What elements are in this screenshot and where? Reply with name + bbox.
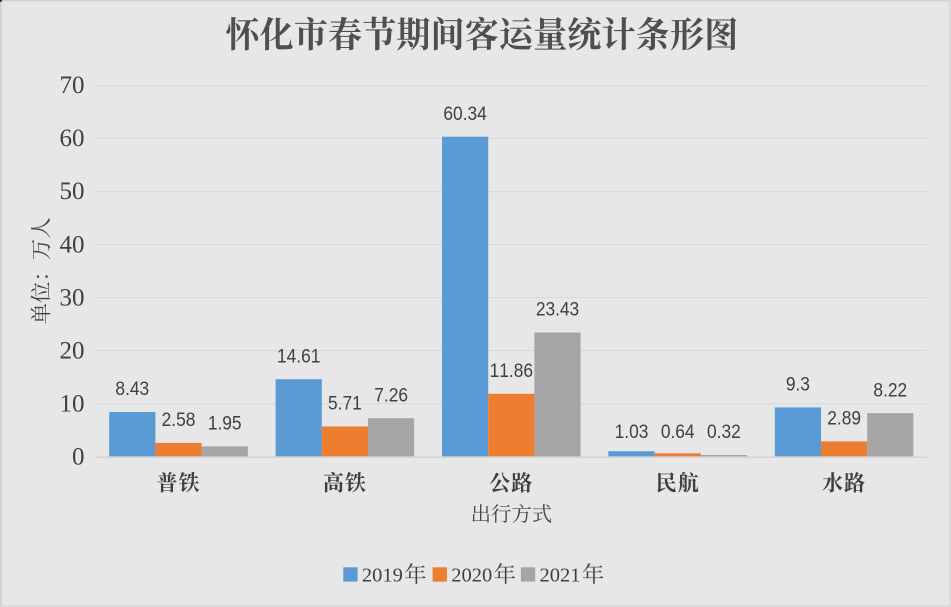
- svg-text:70: 70: [60, 72, 85, 99]
- svg-text:40: 40: [60, 231, 85, 258]
- svg-text:1.03: 1.03: [615, 420, 649, 442]
- svg-text:14.61: 14.61: [277, 344, 320, 366]
- svg-text:8.22: 8.22: [873, 378, 907, 400]
- svg-text:1.95: 1.95: [208, 412, 242, 434]
- svg-text:2.58: 2.58: [162, 408, 196, 430]
- svg-text:20: 20: [60, 337, 85, 364]
- svg-text:30: 30: [60, 284, 85, 311]
- svg-text:8.43: 8.43: [115, 377, 149, 399]
- svg-text:2.89: 2.89: [827, 407, 861, 429]
- svg-text:5.71: 5.71: [328, 392, 362, 414]
- svg-text:50: 50: [60, 178, 85, 205]
- svg-text:11.86: 11.86: [490, 359, 533, 381]
- svg-text:7.26: 7.26: [374, 383, 408, 405]
- svg-text:2021: 2021: [540, 565, 581, 587]
- svg-text:10: 10: [60, 390, 85, 417]
- svg-text:0.64: 0.64: [661, 420, 695, 442]
- svg-text:9.3: 9.3: [786, 373, 810, 395]
- svg-text:60.34: 60.34: [443, 102, 486, 124]
- svg-text:23.43: 23.43: [536, 298, 579, 320]
- svg-text:0: 0: [72, 443, 85, 470]
- svg-text:60: 60: [60, 125, 85, 152]
- svg-text:2019: 2019: [362, 565, 403, 587]
- svg-text:0.32: 0.32: [707, 420, 741, 442]
- svg-text:2020: 2020: [451, 565, 492, 587]
